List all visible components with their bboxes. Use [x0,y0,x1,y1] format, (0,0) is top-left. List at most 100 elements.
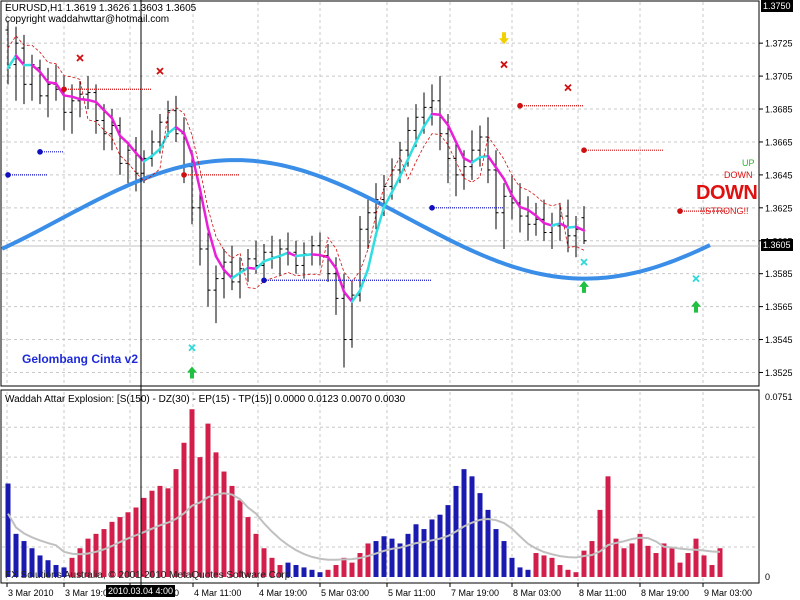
stop-dot [5,172,11,178]
ma-segment [86,98,98,104]
ma-segment [518,205,530,212]
ma-segment [438,113,450,127]
histogram-bar [381,536,387,577]
ma-segment [206,227,218,258]
histogram-bar [349,562,355,577]
time-tick-label: 4 Mar 11:00 [194,588,241,598]
histogram-bar [141,497,147,577]
histogram-bar [533,553,539,577]
ma-segment [414,125,426,144]
histogram-bar [493,529,499,577]
histogram-bar [149,490,155,577]
histogram-bar [253,533,259,577]
ma-segment [150,147,162,158]
indicator-panel-frame [0,389,760,584]
buy-arrow-icon [187,366,197,379]
histogram-bar [541,555,547,577]
histogram-bar [717,548,723,577]
stop-dot [429,205,435,211]
ma-segment [182,132,194,156]
histogram-bar [117,517,123,577]
signal-down-label: DOWN [724,170,753,180]
histogram-max-label: 0.0751 [765,392,793,402]
ma-segment [254,260,266,270]
histogram-bar [133,507,139,577]
price-tick-label: 1.3665 [765,137,793,147]
ma-segment [198,188,210,230]
price-tick-label: 1.3585 [765,269,793,279]
sell-cross-icon [500,60,508,69]
histogram-bar [525,569,531,577]
histogram-bar [309,569,315,577]
histogram-bar [29,548,35,577]
price-tick-label: 1.3625 [765,203,793,213]
trailing-stop-line [5,86,728,284]
histogram-bar [101,529,107,577]
histogram-bar [565,569,571,577]
histogram-bar [501,541,507,577]
ma-segment [310,253,322,257]
histogram-bar [269,557,275,577]
ma-segment [54,82,66,97]
copyright-label: copyright waddahwttar@hotmail.com [5,14,170,25]
ma-segment [6,54,18,70]
histogram-bar [613,538,619,577]
ma-segment [454,140,466,160]
histogram-bar [333,565,339,577]
histogram-bar [413,524,419,577]
ma-segment [110,116,122,138]
price-panel-frame [0,0,760,387]
histogram-bar [437,514,443,577]
ma-segment [134,151,146,163]
histogram-bar [597,509,603,577]
histogram-bar [245,517,251,577]
histogram-bar [125,512,131,577]
ma-segment [118,134,130,145]
histogram-bar [37,555,43,577]
ma-segment [350,289,362,303]
histogram-bar [653,553,659,577]
ma-segment [406,140,418,161]
stop-dot [181,172,187,178]
time-tick-label: 3 Mar 19:00 [65,588,113,598]
time-tick-label: 4 Mar 19:00 [259,588,307,598]
stop-dot [37,149,43,155]
symbol-header: EURUSD,H1 1.3619 1.3626 1.3603 1.3605 [5,3,197,14]
ma-segment [390,175,402,194]
ma-segment [502,177,514,197]
histogram-bar [197,457,203,577]
time-tick-label: 8 Mar 19:00 [641,588,689,598]
ma-segment [302,253,314,257]
price-tick-label: 1.3565 [765,302,793,312]
histogram-bar [701,555,707,577]
histogram-bar [573,572,579,577]
histogram-bar [325,569,331,577]
ma-segment [270,254,282,260]
histogram-bar [645,545,651,577]
histogram-bar [405,533,411,577]
price-tick-label: 1.3725 [765,39,793,49]
brand-label: Gelombang Cinta v2 [22,352,139,366]
sell-cross-icon [76,54,84,62]
histogram-bar [365,543,371,577]
histogram-bar [509,557,515,577]
gelombang-wave-line [1,158,711,281]
time-tick-label: 8 Mar 03:00 [513,588,561,598]
histogram-bar [629,543,635,577]
ma-segment [326,255,338,270]
histogram-bar [317,572,323,577]
histogram-bar [301,567,307,577]
ma-segment [278,251,290,258]
ma-segment [342,290,354,303]
time-tick-label: 9 Mar 03:00 [704,588,752,598]
footer-copyright: FX Solutions Australia, © 2001-2010 Meta… [5,570,294,581]
histogram-bar [285,562,291,577]
sell-cross-icon [564,83,572,92]
histogram-bar [605,476,611,577]
price-tick-label: 1.3685 [765,105,793,115]
ma-segment [550,222,562,227]
envelope-dashed-line [7,35,585,289]
stop-dot [517,102,523,109]
ma-segment [534,214,546,225]
